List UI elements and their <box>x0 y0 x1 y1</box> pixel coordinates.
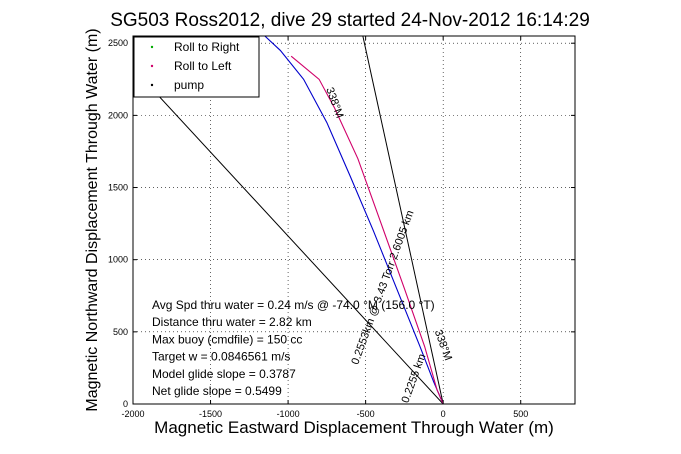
y-tick-label: 2000 <box>108 110 128 120</box>
legend-marker <box>150 83 154 87</box>
plot-frame <box>132 35 576 405</box>
y-tick-label: 2500 <box>108 38 128 48</box>
legend: Roll to Right Roll to Left pump <box>133 36 260 98</box>
series-line-1 <box>264 36 444 404</box>
y-tick-label: 1500 <box>108 183 128 193</box>
y-axis-label: Magnetic Northward Displacement Through … <box>84 28 101 411</box>
chart-title: SG503 Ross2012, dive 29 started 24-Nov-2… <box>110 10 590 31</box>
y-tick-label: 500 <box>113 327 128 337</box>
stat-line: Max buoy (cmdfile) = 150 cc <box>152 332 302 346</box>
series-line-2 <box>290 55 444 404</box>
legend-label: pump <box>174 78 204 92</box>
reference-line-2 <box>362 36 444 404</box>
stats-block: Avg Spd thru water = 0.24 m/s @ -74.0 °M… <box>152 298 435 398</box>
x-tick-label: -2000 <box>121 409 144 419</box>
stat-line: Net glide slope = 0.5499 <box>152 384 282 398</box>
legend-label: Roll to Left <box>174 59 232 73</box>
x-tick-label: -1000 <box>277 409 300 419</box>
stat-line: Avg Spd thru water = 0.24 m/s @ -74.0 °M… <box>152 298 435 312</box>
x-tick-label: -1500 <box>199 409 222 419</box>
x-tick-label: 500 <box>513 409 528 419</box>
y-tick-label: 1000 <box>108 255 128 265</box>
y-axis: 0 500 1000 1500 2000 2500 <box>108 38 575 409</box>
legend-marker <box>150 45 154 49</box>
series-group <box>264 36 444 404</box>
stat-line: Distance thru water = 2.82 km <box>152 315 312 329</box>
stat-line: Model glide slope = 0.3787 <box>152 367 296 381</box>
y-tick-label: 0 <box>123 399 128 409</box>
x-axis-label: Magnetic Eastward Displacement Through W… <box>154 418 554 437</box>
stat-line: Target w = 0.0846561 m/s <box>152 350 290 364</box>
legend-label: Roll to Right <box>174 40 240 54</box>
x-tick-label: 0 <box>441 409 446 419</box>
legend-marker <box>150 64 154 68</box>
x-tick-label: -500 <box>357 409 375 419</box>
legend-box <box>133 36 260 98</box>
x-axis: -2000 -1500 -1000 -500 0 500 <box>121 36 528 419</box>
